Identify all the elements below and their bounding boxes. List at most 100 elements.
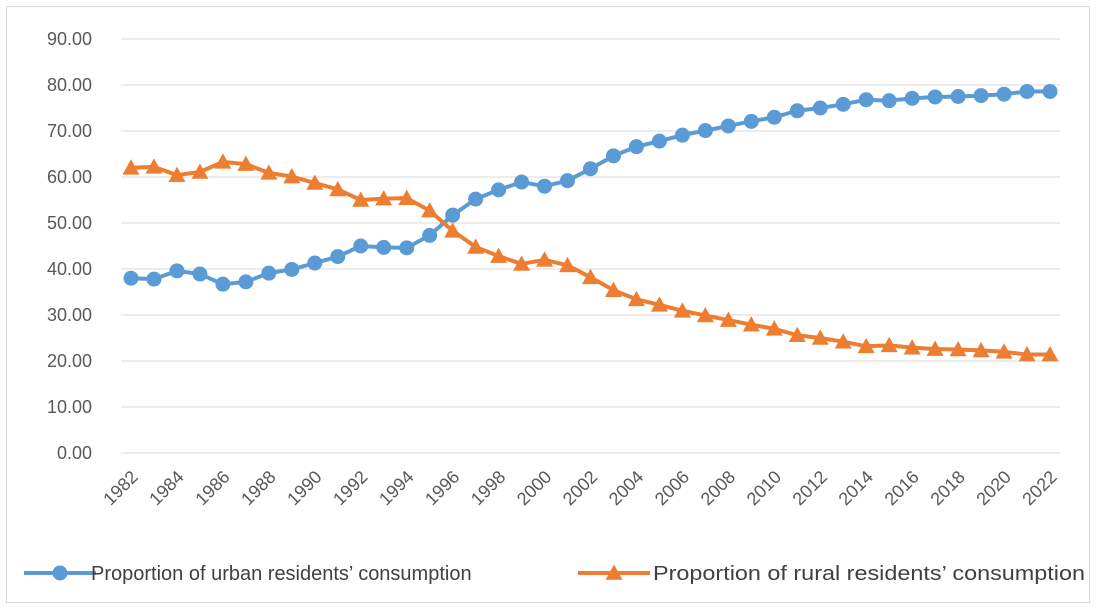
data-point-urban [284, 261, 300, 277]
data-point-rural [145, 158, 163, 174]
data-point-urban [123, 270, 139, 286]
x-tick-label: 1998 [467, 467, 509, 509]
data-point-urban [812, 100, 828, 116]
data-point-rural [122, 159, 140, 175]
data-point-rural [513, 255, 531, 271]
y-tick-label: 50.00 [47, 213, 92, 233]
data-point-rural [559, 256, 577, 273]
x-tick-label: 1996 [421, 467, 463, 509]
data-point-urban [146, 271, 162, 287]
data-point-urban [238, 274, 254, 290]
y-tick-label: 60.00 [47, 167, 92, 187]
data-point-urban [697, 123, 713, 139]
data-point-urban [1019, 83, 1035, 99]
data-point-urban [835, 96, 851, 112]
x-tick-label: 2010 [743, 467, 785, 509]
data-point-urban [674, 127, 690, 143]
data-point-urban [973, 88, 989, 104]
legend-label-rural: Proportion of rural residents’ consumpti… [653, 563, 1085, 585]
data-point-urban [743, 113, 759, 129]
data-point-urban [789, 103, 805, 119]
data-point-rural [604, 281, 622, 297]
data-point-rural [719, 311, 737, 327]
data-point-urban [651, 133, 667, 149]
data-point-urban [560, 173, 576, 189]
x-tick-label: 2018 [926, 467, 968, 509]
data-point-urban [881, 93, 897, 109]
data-point-rural [352, 191, 370, 207]
x-tick-label: 2004 [605, 467, 647, 509]
data-point-urban [950, 89, 966, 104]
data-point-urban [215, 276, 231, 292]
data-point-rural [237, 155, 255, 171]
data-point-rural [696, 306, 714, 323]
x-tick-label: 1992 [329, 467, 371, 509]
data-point-rural [788, 326, 806, 343]
chart-frame [6, 6, 1090, 603]
data-point-urban [307, 255, 323, 271]
legend-marker-rural [605, 564, 623, 580]
data-point-urban [583, 161, 598, 177]
data-point-rural [490, 247, 508, 263]
data-point-rural [627, 290, 645, 307]
data-point-rural [880, 336, 898, 353]
x-tick-label: 2012 [789, 467, 831, 509]
y-tick-label: 80.00 [47, 75, 92, 95]
y-tick-label: 90.00 [47, 29, 92, 49]
data-point-urban [904, 90, 920, 106]
data-point-rural [857, 337, 875, 354]
data-point-rural [329, 180, 347, 197]
y-tick-label: 30.00 [47, 305, 92, 325]
x-tick-label: 2002 [559, 467, 601, 509]
data-point-rural [834, 333, 852, 349]
data-point-urban [1042, 83, 1058, 99]
data-point-rural [972, 341, 990, 358]
data-point-rural [421, 202, 439, 218]
data-point-rural [536, 251, 554, 267]
y-tick-label: 40.00 [47, 259, 92, 279]
legend-label-urban: Proportion of urban residents’ consumpti… [91, 563, 472, 585]
data-point-rural [214, 153, 232, 169]
data-point-rural [1018, 346, 1036, 362]
data-point-urban [927, 89, 943, 105]
data-point-urban [399, 240, 415, 256]
legend-marker-urban [52, 565, 68, 581]
data-point-rural [168, 166, 186, 182]
x-tick-label: 2006 [651, 467, 693, 509]
data-point-rural [811, 329, 829, 345]
data-point-urban [720, 118, 736, 134]
data-point-urban [169, 263, 185, 279]
x-tick-label: 1988 [237, 467, 279, 509]
series-line-rural [130, 159, 1050, 357]
data-point-rural [283, 168, 301, 184]
data-point-rural [306, 174, 324, 190]
x-tick-label: 2000 [513, 467, 555, 509]
data-point-rural [375, 190, 393, 206]
x-tick-label: 1982 [99, 467, 141, 509]
data-point-rural [742, 316, 760, 332]
x-tick-label: 1994 [375, 467, 417, 509]
data-point-urban [353, 238, 369, 254]
data-point-urban [468, 191, 484, 207]
data-point-rural [903, 339, 921, 355]
x-tick-label: 2020 [972, 467, 1014, 509]
x-tick-label: 1986 [191, 467, 233, 509]
x-tick-label: 2014 [835, 467, 877, 509]
data-point-rural [582, 268, 599, 285]
data-point-rural [995, 343, 1013, 359]
data-point-urban [445, 207, 461, 223]
data-point-rural [1041, 346, 1059, 362]
x-tick-label: 1984 [145, 467, 187, 509]
data-point-urban [376, 239, 392, 255]
data-point-urban [192, 266, 208, 282]
data-point-rural [650, 296, 668, 312]
data-point-urban [996, 86, 1012, 102]
data-point-urban [628, 139, 644, 155]
data-point-urban [330, 249, 346, 265]
y-tick-label: 10.00 [47, 397, 92, 417]
x-tick-label: 2016 [881, 467, 923, 509]
data-point-rural [260, 164, 278, 180]
data-point-rural [926, 340, 944, 356]
data-point-urban [766, 109, 782, 125]
